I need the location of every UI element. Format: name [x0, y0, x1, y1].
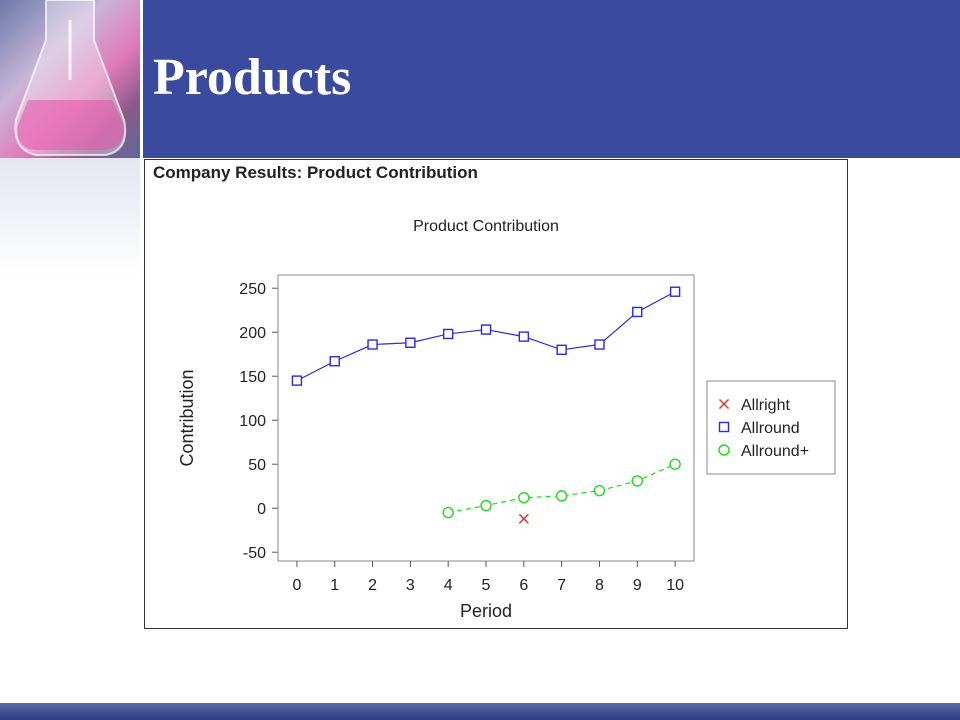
- y-tick-label: 250: [239, 281, 266, 298]
- y-tick-label: 200: [239, 325, 266, 342]
- header-divider: [140, 0, 143, 158]
- data-point-allround-plus: [480, 499, 492, 512]
- x-tick-label: 6: [519, 577, 528, 594]
- data-point-allround: [556, 344, 567, 356]
- data-point-allround: [442, 328, 454, 340]
- data-point-allround: [367, 339, 378, 350]
- series-markers: [291, 286, 681, 524]
- data-point-allround: [669, 286, 681, 297]
- data-point-allright: [518, 513, 529, 524]
- y-tick-label: -50: [243, 545, 266, 562]
- flask-image: [0, 0, 140, 158]
- data-point-allround: [329, 356, 340, 367]
- data-point-allround-plus: [555, 490, 568, 502]
- data-point-allround: [518, 331, 530, 342]
- x-tick-label: 3: [406, 577, 415, 594]
- legend-label-allround: Allround: [741, 420, 800, 437]
- x-tick-label: 8: [595, 577, 604, 594]
- data-point-allround-plus: [631, 475, 643, 487]
- x-tick-label: 4: [444, 577, 453, 594]
- header-reflection: [0, 158, 140, 278]
- data-point-allround-plus: [669, 458, 681, 470]
- data-point-allround-plus: [442, 506, 454, 519]
- data-point-allround: [405, 337, 416, 348]
- y-tick-label: 100: [239, 413, 266, 430]
- legend-marker-allround: [718, 421, 730, 433]
- legend-label-allround-plus: Allround+: [741, 443, 809, 460]
- x-tick-label: 5: [482, 577, 491, 594]
- x-tick-label: 7: [557, 577, 566, 594]
- x-tick-label: 10: [666, 577, 684, 594]
- data-point-allround: [291, 375, 303, 386]
- x-axis-label: Period: [460, 601, 512, 621]
- x-axis: 0 1 2 3 4 5 6 7 8 9 10: [292, 561, 684, 594]
- legend-label-allright: Allright: [741, 397, 790, 414]
- chart-title: Product Contribution: [413, 218, 559, 235]
- legend-marker-allround-plus: [718, 444, 730, 456]
- y-tick-label: 0: [257, 501, 266, 518]
- data-point-allround-plus: [593, 484, 606, 497]
- y-tick-label: 150: [239, 369, 266, 386]
- header-bar: [0, 0, 960, 158]
- chart: Company Results: Product Contribution Pr…: [153, 163, 836, 621]
- page-title: Products: [153, 49, 352, 106]
- panel-caption: Company Results: Product Contribution: [153, 163, 478, 182]
- flask-icon: [14, 0, 127, 156]
- y-axis-label: Contribution: [177, 369, 197, 466]
- data-point-allround: [594, 339, 605, 350]
- x-tick-label: 9: [633, 577, 642, 594]
- legend: Allright Allround Allround+: [706, 380, 836, 475]
- x-tick-label: 2: [368, 577, 377, 594]
- legend-marker-allright: [719, 399, 729, 409]
- footer-bar: [0, 703, 960, 720]
- x-tick-label: 0: [292, 577, 301, 594]
- chart-panel: Company Results: Product Contribution Pr…: [144, 159, 848, 629]
- data-point-allround: [632, 306, 643, 318]
- y-tick-label: 50: [248, 457, 266, 474]
- data-point-allround-plus: [518, 491, 530, 504]
- data-point-allround: [480, 324, 492, 335]
- y-axis: -50 0 50 100 150 200 250: [239, 281, 278, 562]
- x-tick-label: 1: [330, 577, 339, 594]
- plot-area: [277, 274, 695, 562]
